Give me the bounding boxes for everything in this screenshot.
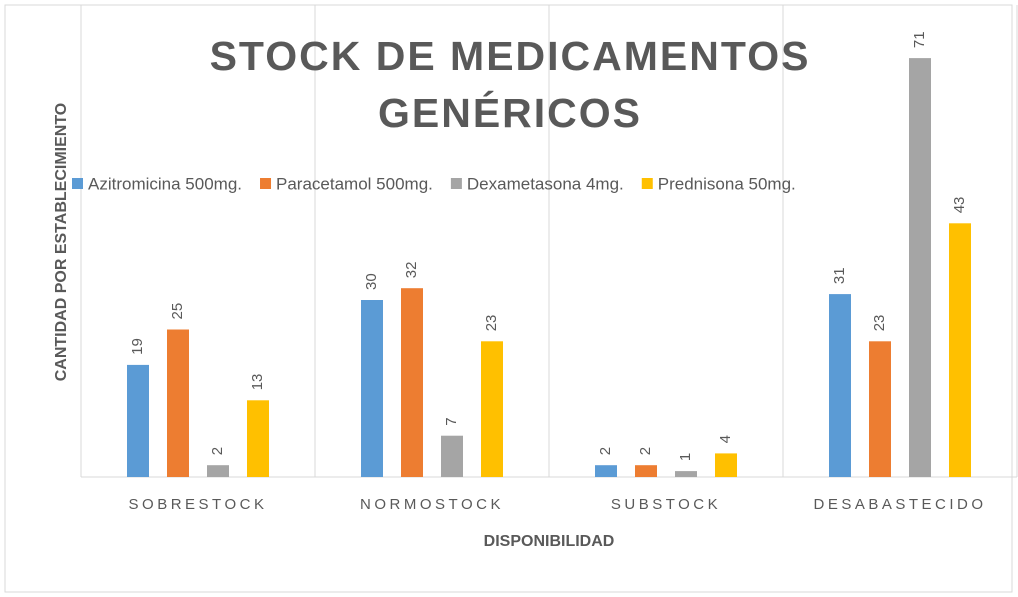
bar: [361, 300, 383, 477]
data-label: 13: [249, 374, 266, 391]
data-label: 1: [677, 453, 694, 461]
bar: [481, 341, 503, 477]
data-label: 32: [403, 262, 420, 279]
legend-label: Paracetamol 500mg.: [276, 174, 433, 193]
data-label: 43: [951, 197, 968, 214]
legend-label: Dexametasona 4mg.: [467, 174, 624, 193]
data-label: 7: [443, 417, 460, 425]
legend-label: Azitromicina 500mg.: [88, 174, 242, 193]
data-label: 31: [831, 267, 848, 284]
bar: [829, 294, 851, 477]
legend-swatch: [641, 178, 653, 189]
bar: [909, 58, 931, 477]
x-axis-label: DISPONIBILIDAD: [484, 533, 615, 550]
bar: [167, 329, 189, 477]
x-tick-label: DESABASTECIDO: [813, 496, 986, 513]
legend-label: Prednisona 50mg.: [658, 174, 796, 193]
bar: [595, 465, 617, 477]
data-label: 23: [871, 315, 888, 332]
bar: [401, 288, 423, 477]
data-label: 2: [637, 447, 654, 455]
bar: [247, 400, 269, 477]
legend-swatch: [450, 178, 462, 189]
data-label: 4: [717, 435, 734, 443]
chart-title: STOCK DE MEDICAMENTOS GENÉRICOS: [209, 33, 811, 136]
x-tick-label: NORMOSTOCK: [360, 496, 504, 513]
bar: [675, 471, 697, 477]
bar: [949, 223, 971, 477]
bar: [441, 435, 463, 477]
bar: [635, 465, 657, 477]
bar: [127, 364, 149, 477]
data-label: 71: [911, 31, 928, 48]
bar: [207, 465, 229, 477]
x-tick-label: SUBSTOCK: [611, 496, 721, 513]
data-label: 23: [483, 315, 500, 332]
data-label: 19: [129, 338, 146, 355]
y-axis-label: CANTIDAD POR ESTABLECIMIENTO: [53, 103, 70, 382]
data-label: 25: [169, 303, 186, 320]
data-label: 2: [597, 447, 614, 455]
x-tick-label: SOBRESTOCK: [129, 496, 268, 513]
bar: [715, 453, 737, 477]
legend-swatch: [260, 178, 272, 189]
bar: [869, 341, 891, 477]
data-label: 2: [209, 447, 226, 455]
legend-swatch: [72, 178, 83, 189]
data-label: 30: [363, 273, 380, 290]
